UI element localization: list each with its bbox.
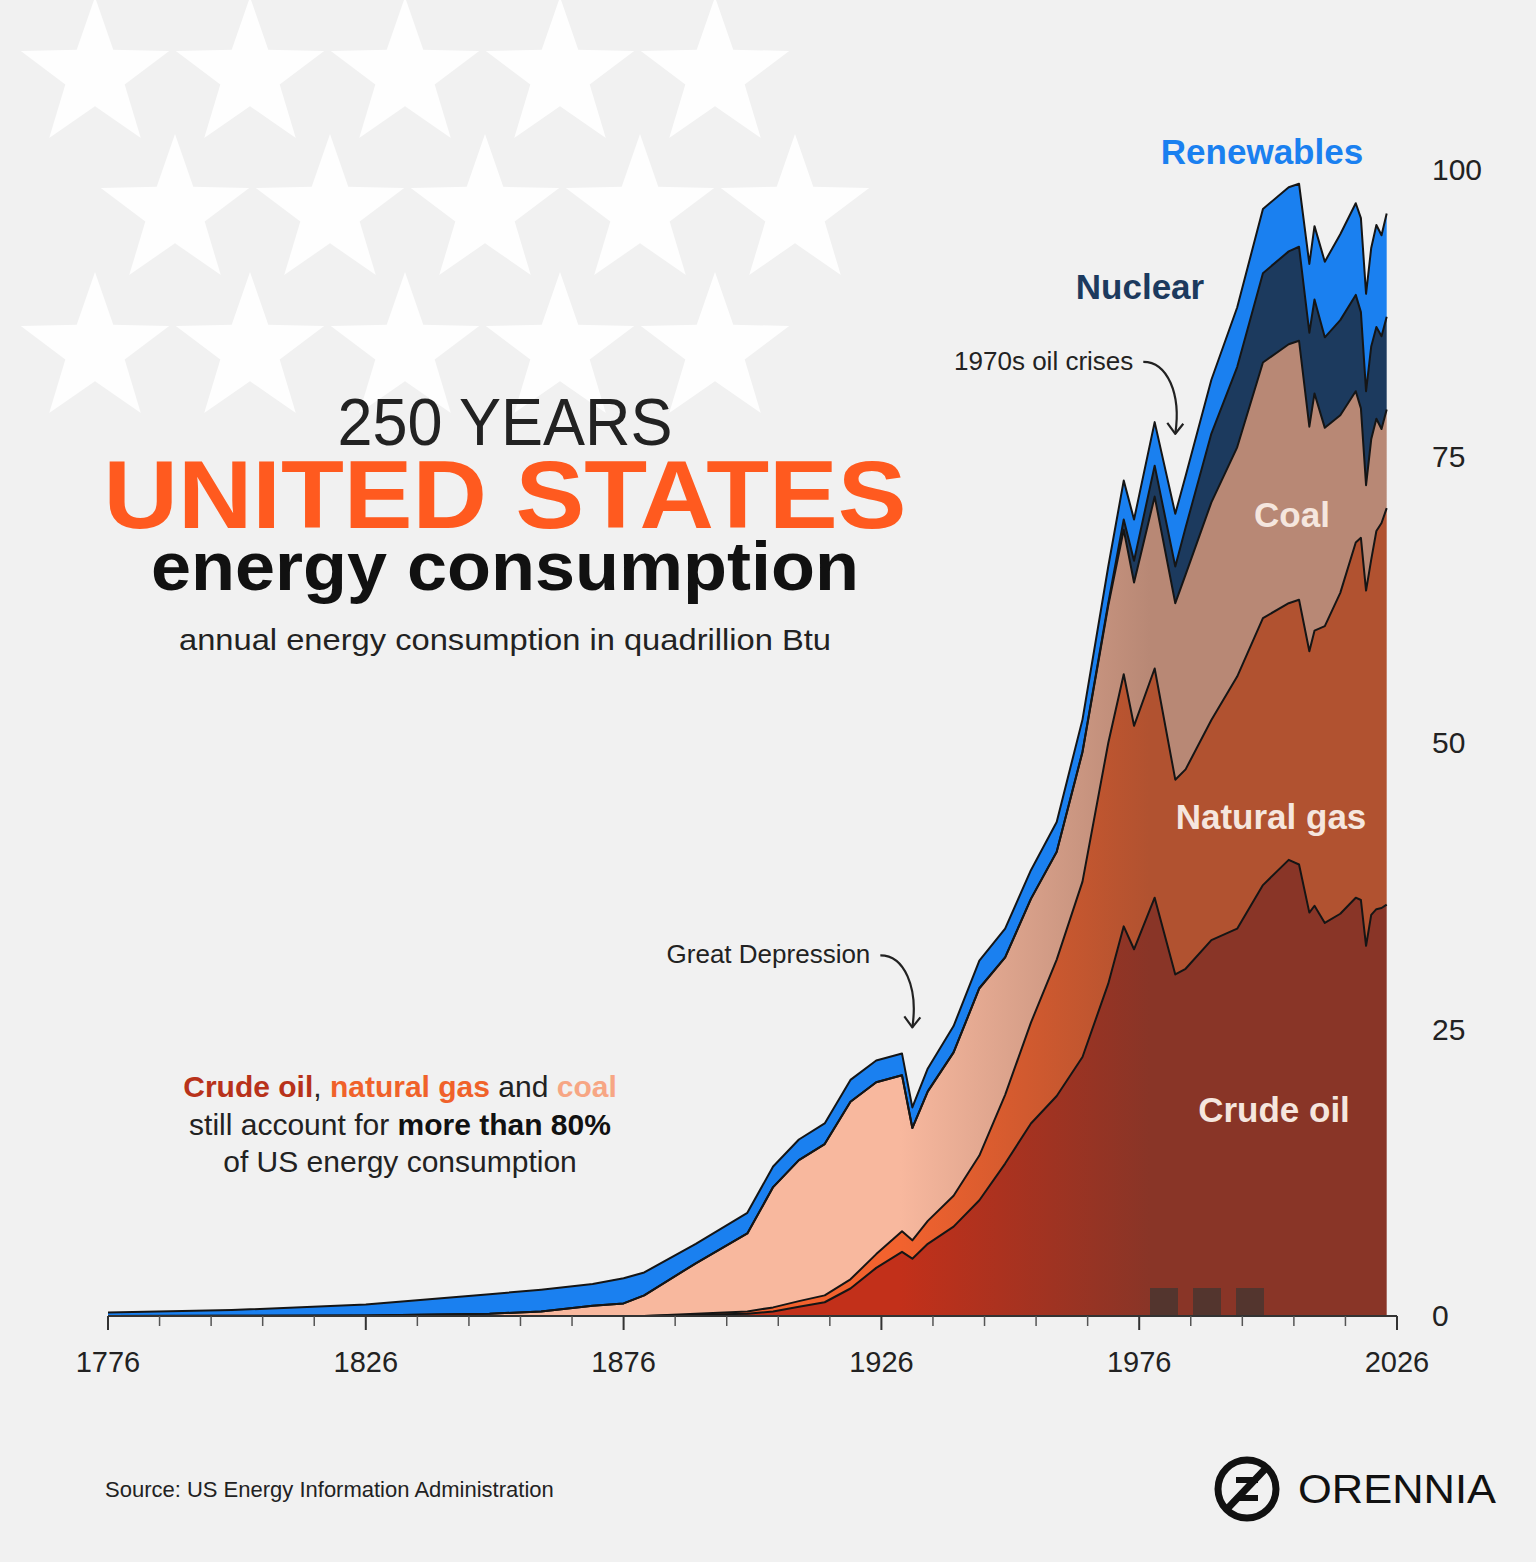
chimney xyxy=(1150,1288,1178,1316)
minor-tick xyxy=(417,1316,419,1326)
background xyxy=(0,0,1536,1562)
star xyxy=(486,0,634,138)
annotation-arrowhead xyxy=(1167,423,1183,434)
brand: ORENNIA xyxy=(1298,1467,1496,1511)
y-tick-label: 50 xyxy=(1432,726,1465,759)
annotation-arrowhead xyxy=(904,1016,920,1027)
source: Source: US Energy Information Administra… xyxy=(105,1477,554,1502)
star xyxy=(21,272,169,413)
series-label: Renewables xyxy=(1161,132,1363,171)
x-axis: 1776 1826 1876 1926 1976 2026 xyxy=(76,1316,1430,1378)
plot-area xyxy=(108,184,1387,1316)
x-tick-label: 1776 xyxy=(76,1346,141,1378)
note-line: Crude oil, natural gas and coal xyxy=(183,1070,617,1103)
minor-tick xyxy=(726,1316,728,1326)
chimney xyxy=(1236,1288,1264,1316)
minor-tick xyxy=(520,1316,522,1326)
minor-tick xyxy=(210,1316,212,1326)
area-nuclear xyxy=(108,247,1387,1316)
minor-tick xyxy=(262,1316,264,1326)
x-axis-line xyxy=(108,1315,1397,1317)
x-tick-label: 2026 xyxy=(1365,1346,1430,1378)
y-tick-label: 25 xyxy=(1432,1013,1465,1046)
minor-tick xyxy=(159,1316,161,1326)
note-segment: natural gas xyxy=(330,1070,490,1103)
boundary-line xyxy=(108,184,1387,1313)
boundary-line xyxy=(108,860,1387,1316)
minor-tick xyxy=(1190,1316,1192,1326)
minor-tick xyxy=(932,1316,934,1326)
star xyxy=(176,0,324,138)
note-segment: Crude oil xyxy=(183,1070,313,1103)
area-renewables xyxy=(108,184,1387,1316)
y-axis: 0 25 50 75 100 xyxy=(1432,153,1482,1332)
star xyxy=(101,134,249,275)
series-label: Coal xyxy=(1254,495,1330,534)
x-tick-label: 1976 xyxy=(1107,1346,1172,1378)
series-label: Crude oil xyxy=(1198,1090,1350,1129)
star xyxy=(176,272,324,413)
star-decoration xyxy=(21,0,869,413)
minor-tick xyxy=(984,1316,986,1326)
note-line: still account for more than 80% xyxy=(189,1108,611,1141)
x-tick-label: 1826 xyxy=(334,1346,399,1378)
annotation-arrow xyxy=(880,955,913,1027)
minor-tick xyxy=(829,1316,831,1326)
brand-icon-ring xyxy=(1218,1460,1276,1518)
brand-icon-bar xyxy=(1236,1477,1258,1483)
x-tick-label: 1926 xyxy=(849,1346,914,1378)
title-sub: energy consumption xyxy=(151,528,859,604)
minor-tick xyxy=(674,1316,676,1326)
brand-icon xyxy=(1218,1460,1276,1518)
minor-tick xyxy=(1035,1316,1037,1326)
series-label: Nuclear xyxy=(1076,267,1205,306)
minor-tick xyxy=(778,1316,780,1326)
star xyxy=(721,134,869,275)
star xyxy=(566,134,714,275)
x-tick xyxy=(107,1316,109,1330)
note-segment: of US energy consumption xyxy=(223,1145,577,1178)
x-tick-label: 1876 xyxy=(591,1346,656,1378)
note-segment: and xyxy=(490,1070,557,1103)
minor-tick xyxy=(1242,1316,1244,1326)
brand-icon-bar xyxy=(1236,1495,1258,1501)
annotation-arrow xyxy=(1143,362,1176,434)
star xyxy=(411,134,559,275)
series-label: Natural gas xyxy=(1176,797,1367,836)
chimney xyxy=(1193,1288,1221,1316)
star xyxy=(331,0,479,138)
note-line: of US energy consumption xyxy=(223,1145,577,1178)
x-tick xyxy=(623,1316,625,1330)
note-segment: , xyxy=(313,1070,330,1103)
minor-tick xyxy=(571,1316,573,1326)
minor-tick xyxy=(313,1316,315,1326)
minor-tick xyxy=(1345,1316,1347,1326)
y-tick-label: 100 xyxy=(1432,153,1482,186)
y-tick-label: 75 xyxy=(1432,440,1465,473)
minor-tick xyxy=(1087,1316,1089,1326)
boundary-line xyxy=(108,247,1387,1316)
y-tick-label: 0 xyxy=(1432,1299,1449,1332)
star xyxy=(256,134,404,275)
x-tick xyxy=(1138,1316,1140,1330)
annotation-text: Great Depression xyxy=(667,939,871,969)
chart-root: 1776 1826 1876 1926 1976 20260 25 50 75 100 Crude … xyxy=(0,0,1536,1562)
note-segment: more than 80% xyxy=(398,1108,611,1141)
x-tick xyxy=(880,1316,882,1330)
note-segment: still account for xyxy=(189,1108,397,1141)
brand-icon-slash xyxy=(1228,1466,1268,1508)
annotation-text: 1970s oil crises xyxy=(954,346,1133,376)
minor-tick xyxy=(1293,1316,1295,1326)
note-segment: coal xyxy=(557,1070,617,1103)
x-tick xyxy=(1396,1316,1398,1330)
x-tick xyxy=(365,1316,367,1330)
subtitle: annual energy consumption in quadrillion… xyxy=(179,623,831,656)
boundary-line xyxy=(108,508,1387,1316)
star xyxy=(21,0,169,138)
minor-tick xyxy=(468,1316,470,1326)
star xyxy=(641,0,789,138)
